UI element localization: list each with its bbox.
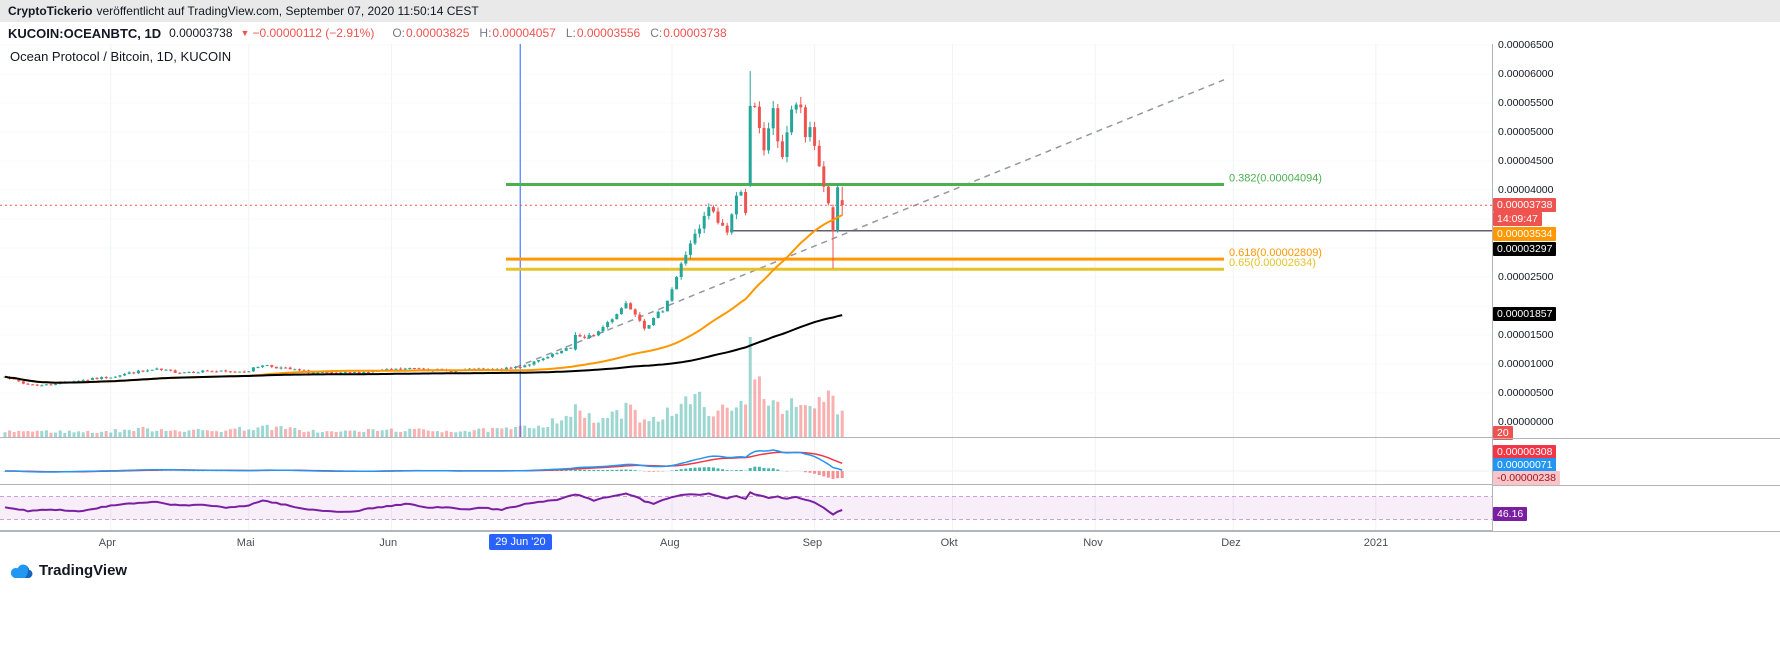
price-axis-label: 0.00001500: [1498, 329, 1554, 341]
last-price-text: 0.00003738: [169, 26, 233, 40]
down-arrow-icon: ▼: [240, 28, 250, 38]
price-axis-label: 0.00005000: [1498, 126, 1554, 138]
pane-separator: [1493, 484, 1780, 486]
macd-line: [4, 449, 843, 473]
ohlc-values: O: 0.00003825 H: 0.00004057 L: 0.00003556 C: 0.…: [382, 26, 726, 40]
last-price-badge: 0.00003738: [1493, 198, 1557, 213]
time-axis-label: Dez: [1221, 537, 1241, 549]
time-axis-label: Sep: [802, 537, 823, 549]
ma-slow-value-badge: 0.00001857: [1493, 307, 1557, 322]
ohlc-value: 0.00003738: [663, 26, 727, 40]
price-axis-label: 0.00001000: [1498, 358, 1554, 370]
price-axis-label: 0.00000000: [1498, 416, 1554, 428]
attribution-text: veröffentlicht auf TradingView.com, Sept…: [96, 4, 479, 18]
time-axis-label: Okt: [940, 537, 958, 549]
symbol-title[interactable]: KUCOIN:OCEANBTC, 1D: [8, 25, 162, 41]
macd-hist-badge: -0.00000238: [1493, 471, 1560, 485]
symbol-info-bar: KUCOIN:OCEANBTC, 1D 0.00003738 ▼ −0.0000…: [0, 22, 1780, 44]
price-axis-label: 0.00004500: [1498, 155, 1554, 167]
time-axis-label: 2021: [1363, 537, 1389, 549]
price-axis-label: 0.00002500: [1498, 271, 1554, 283]
time-axis-label: Aug: [660, 537, 680, 549]
rsi-band: [0, 496, 1492, 520]
ohlc-label: O:: [392, 26, 405, 40]
tradingview-logo[interactable]: TradingView: [9, 562, 127, 579]
ohlc-value: 0.00003825: [406, 26, 470, 40]
macd-value-badge: 0.00000071: [1493, 458, 1557, 472]
time-axis-label: Jun: [379, 537, 398, 549]
price-axis-label: 0.00006500: [1498, 39, 1554, 51]
price-axis-label: 0.00005500: [1498, 97, 1554, 109]
time-axis-label: Nov: [1083, 537, 1103, 549]
volume-value-badge: 20: [1493, 426, 1513, 440]
chart-legend[interactable]: Ocean Protocol / Bitcoin, 1D, KUCOIN: [10, 49, 232, 64]
ohlc-value: 0.00004057: [492, 26, 556, 40]
price-change: ▼ −0.00000112 (−2.91%): [241, 26, 375, 40]
ohlc-label: L:: [565, 26, 576, 40]
time-axis-label: Mai: [236, 537, 255, 549]
candlesticks: [3, 71, 844, 387]
ma-fast-value-badge: 0.00003534: [1493, 227, 1557, 242]
volume-bars: [3, 337, 844, 437]
gridlines: [0, 44, 1492, 531]
change-value: −0.00000112 (−2.91%): [252, 26, 375, 40]
countdown-badge: 14:09:47: [1493, 212, 1542, 227]
price-axis-label: 0.00004000: [1498, 184, 1554, 196]
price-axis-label: 0.00000500: [1498, 387, 1554, 399]
author-name: CryptoTickerio: [8, 4, 93, 18]
pane-separators: [0, 437, 1492, 531]
time-axis-label: Apr: [98, 537, 116, 549]
event-date-badge: 29 Jun '20: [489, 534, 552, 550]
moving-averages: [4, 214, 843, 384]
ohlc-value: 0.00003556: [576, 26, 641, 40]
fib-level-label-fib-065: 0.65(0.00002634): [1229, 257, 1316, 269]
trendline: [515, 79, 1225, 369]
price-axis-label: 0.00006000: [1498, 68, 1554, 80]
chart-canvas[interactable]: 0.382(0.00004094) 0.618(0.00002809)0.65(0…: [0, 44, 1492, 531]
rsi-indicator: [4, 491, 843, 516]
price-axis[interactable]: 0.00006500 0.00006000 0.00005500 0.00005000…: [1492, 39, 1780, 553]
rsi-line: [4, 491, 843, 516]
macd-signal-badge: 0.00000308: [1493, 445, 1557, 459]
chart-area: Ocean Protocol / Bitcoin, 1D, KUCOIN 0.3…: [0, 39, 1780, 553]
ohlc-label: H:: [479, 26, 492, 40]
attribution-bar: CryptoTickerio veröffentlicht auf Tradin…: [0, 0, 1780, 22]
tradingview-wordmark: TradingView: [39, 562, 128, 579]
ma-slow-line: [4, 314, 843, 384]
fib-level-label-fib-0382: 0.382(0.00004094): [1229, 173, 1322, 185]
time-axis[interactable]: Apr Mai Jun Aug Sep Okt Nov Dez 2021 29 Jun '20: [0, 531, 1780, 553]
tradingview-cloud-icon: [10, 564, 33, 578]
hline-value-badge: 0.00003297: [1493, 242, 1557, 257]
macd-indicator: [0, 449, 1492, 479]
footer: TradingView: [0, 553, 1780, 665]
ohlc-label: C:: [650, 26, 663, 40]
fib-level-label-fib-0618: 0.618(0.00002809): [1229, 247, 1322, 259]
ma-fast-line: [4, 214, 843, 384]
pane-separator: [1493, 437, 1780, 439]
rsi-value-badge: 46.16: [1493, 507, 1528, 521]
